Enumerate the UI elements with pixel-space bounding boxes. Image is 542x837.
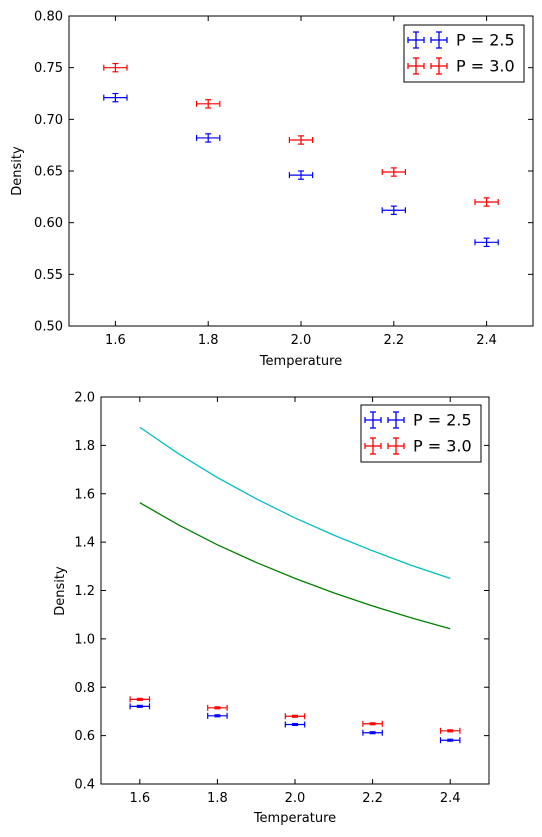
legend-entry: P = 3.0	[364, 437, 472, 456]
top-chart: 1.6 1.8 2.0 2.2 2.4 0.50 0.55 0.60 0.65 0.70 0.75 0…	[10, 10, 534, 369]
curves	[139, 426, 451, 630]
legend-entry: P = 2.5	[364, 411, 472, 430]
x-tick-label: 2.4	[440, 791, 461, 806]
x-tick-label: 2.0	[291, 333, 312, 348]
error-bar-point	[103, 62, 128, 73]
x-axis-label: Temperature	[253, 811, 336, 826]
error-bar-point	[129, 696, 151, 703]
y-tick-label: 1.6	[74, 487, 95, 502]
error-bar-point	[362, 720, 383, 727]
y-tick-label: 2.0	[74, 391, 95, 406]
error-bar-point	[474, 237, 499, 248]
legend-label: P = 3.0	[413, 437, 472, 456]
y-tick-label: 1.0	[74, 632, 95, 647]
legend-label: P = 2.5	[413, 411, 472, 430]
plot-frame	[68, 15, 534, 327]
error-bar-point	[439, 727, 461, 734]
error-bar-point	[196, 99, 221, 109]
data-points	[103, 62, 499, 248]
model-curve	[139, 426, 451, 580]
y-tick-label: 1.2	[74, 584, 95, 599]
y-tick-label: 0.75	[34, 61, 63, 76]
x-tick-label: 2.0	[285, 791, 306, 806]
y-axis-label: Density	[53, 566, 68, 616]
data-points	[129, 696, 461, 744]
error-bar-point	[129, 703, 151, 710]
legend-label: P = 3.0	[456, 57, 515, 76]
error-bar-point	[103, 92, 128, 103]
y-tick-label: 1.8	[74, 439, 95, 454]
legend-label: P = 2.5	[456, 31, 515, 50]
x-tick-label: 1.8	[198, 333, 219, 348]
error-bar-point	[288, 135, 314, 145]
bottom-chart: 1.6 1.8 2.0 2.2 2.4 0.4 0.6 0.8 1.0 1.2 1.4 1.6 1.8 2…	[53, 391, 490, 826]
y-tick-label: 0.6	[74, 729, 95, 744]
x-tick-label: 2.2	[383, 333, 404, 348]
y-tick-label: 0.4	[74, 778, 95, 793]
y-tick-label: 0.8	[74, 681, 95, 696]
y-tick-label: 0.50	[34, 320, 63, 335]
x-tick-label: 1.6	[129, 791, 150, 806]
model-curve	[139, 502, 451, 630]
error-bar-point	[288, 170, 314, 180]
y-tick-label: 1.4	[74, 536, 95, 551]
x-tick-label: 2.2	[362, 791, 383, 806]
error-bar-point	[474, 197, 499, 207]
x-tick-label: 1.6	[105, 333, 126, 348]
error-bar-point	[284, 713, 306, 720]
error-bar-point	[381, 167, 406, 177]
error-bar-point	[381, 205, 406, 215]
tick-labels: 1.6 1.8 2.0 2.2 2.4 0.50 0.55 0.60 0.65 0.70 0.75 0…	[34, 10, 497, 349]
plot-frame	[100, 396, 490, 785]
error-bar-point	[196, 133, 221, 143]
legend-box	[403, 24, 525, 83]
x-tick-label: 2.4	[476, 333, 497, 348]
error-bar-point	[207, 704, 228, 711]
error-bar-point	[207, 712, 228, 719]
legend: P = 2.5 P = 3.0	[360, 404, 482, 463]
error-bar-point	[439, 737, 461, 744]
legend-box	[360, 404, 482, 463]
tick-labels: 1.6 1.8 2.0 2.2 2.4 0.4 0.6 0.8 1.0 1.2 1.4 1.6 1.8 2…	[74, 391, 460, 807]
y-tick-label: 0.80	[34, 10, 63, 25]
legend: P = 2.5 P = 3.0	[403, 24, 525, 83]
y-tick-label: 0.65	[34, 165, 63, 180]
error-bar-point	[362, 729, 383, 736]
legend-entry: P = 3.0	[407, 57, 515, 76]
y-axis-label: Density	[10, 146, 25, 196]
y-tick-label: 0.70	[34, 113, 63, 128]
y-tick-label: 0.55	[34, 268, 63, 283]
y-tick-label: 0.60	[34, 216, 63, 231]
legend-entry: P = 2.5	[407, 31, 515, 50]
x-axis-label: Temperature	[259, 354, 342, 369]
error-bar-point	[284, 721, 306, 728]
x-tick-label: 1.8	[207, 791, 228, 806]
